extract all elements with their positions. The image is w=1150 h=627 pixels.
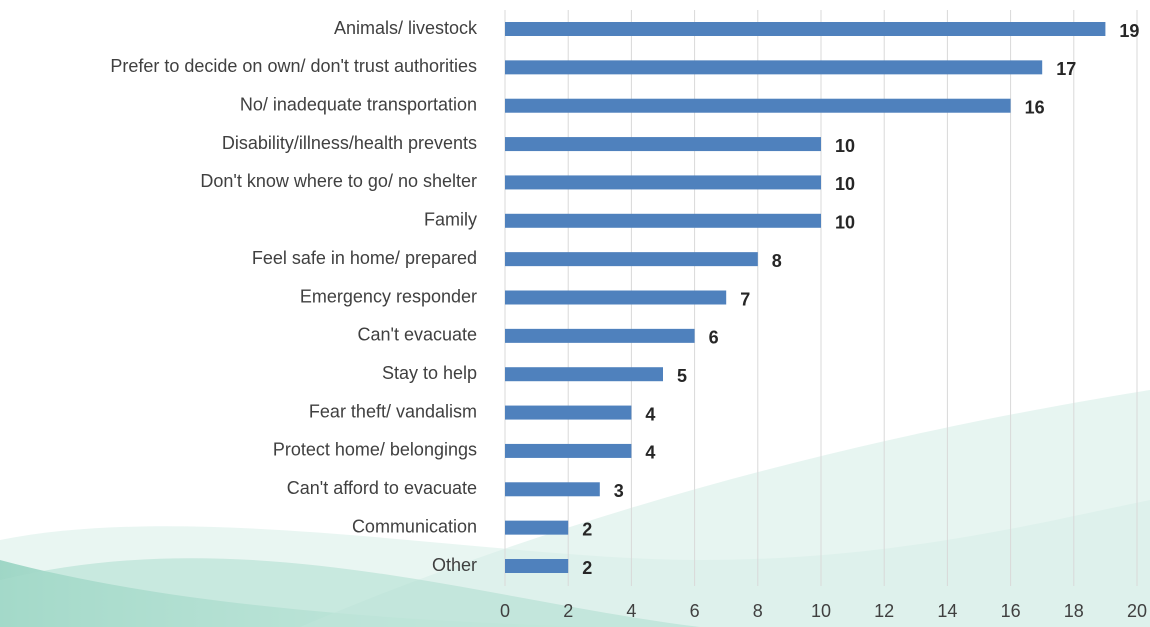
bar xyxy=(505,213,821,228)
x-tick-label: 18 xyxy=(1064,601,1084,621)
bar xyxy=(505,328,695,343)
y-tick-label: Protect home/ belongings xyxy=(273,440,477,460)
y-tick-label: Other xyxy=(432,555,477,575)
data-label: 2 xyxy=(582,519,592,539)
data-label: 17 xyxy=(1056,59,1076,79)
bar xyxy=(505,520,569,535)
bar xyxy=(505,482,600,497)
x-tick-label: 10 xyxy=(811,601,831,621)
bar xyxy=(505,252,758,267)
y-tick-label: Can't afford to evacuate xyxy=(287,478,477,498)
y-tick-label: Can't evacuate xyxy=(357,325,477,345)
data-label: 10 xyxy=(835,213,855,233)
bar xyxy=(505,367,663,382)
y-tick-label: Animals/ livestock xyxy=(334,18,478,38)
bar xyxy=(505,60,1043,75)
bar xyxy=(505,137,821,152)
y-tick-label: Family xyxy=(424,210,477,230)
data-label: 6 xyxy=(709,328,719,348)
bar xyxy=(505,22,1106,36)
y-tick-label: Emergency responder xyxy=(300,286,477,306)
data-label: 4 xyxy=(645,443,655,463)
bar xyxy=(505,405,632,420)
x-tick-label: 0 xyxy=(500,601,510,621)
y-tick-label: Don't know where to go/ no shelter xyxy=(200,171,477,191)
data-label: 8 xyxy=(772,251,782,271)
data-label: 5 xyxy=(677,366,687,386)
data-label: 3 xyxy=(614,481,624,501)
background-waves xyxy=(0,390,1150,627)
y-tick-label: Disability/illness/health prevents xyxy=(222,133,477,153)
bar xyxy=(505,290,727,305)
data-label: 10 xyxy=(835,136,855,156)
x-tick-label: 4 xyxy=(626,601,636,621)
y-tick-label: Prefer to decide on own/ don't trust aut… xyxy=(110,56,477,76)
y-tick-label: Fear theft/ vandalism xyxy=(309,401,477,421)
x-tick-label: 2 xyxy=(563,601,573,621)
y-tick-label: Stay to help xyxy=(382,363,477,383)
x-tick-label: 6 xyxy=(690,601,700,621)
x-tick-label: 16 xyxy=(1001,601,1021,621)
x-tick-label: 20 xyxy=(1127,601,1147,621)
data-label: 10 xyxy=(835,174,855,194)
x-tick-label: 14 xyxy=(937,601,957,621)
bar xyxy=(505,443,632,458)
x-tick-label: 12 xyxy=(874,601,894,621)
bar xyxy=(505,98,1011,113)
data-label: 7 xyxy=(740,289,750,309)
data-label: 4 xyxy=(645,404,655,424)
y-tick-label: No/ inadequate transportation xyxy=(240,94,477,114)
bar xyxy=(505,559,569,573)
data-label: 16 xyxy=(1025,97,1045,117)
y-tick-label: Feel safe in home/ prepared xyxy=(252,248,477,268)
data-label: 19 xyxy=(1119,21,1139,41)
bar xyxy=(505,175,821,190)
y-tick-label: Communication xyxy=(352,516,477,536)
x-tick-label: 8 xyxy=(753,601,763,621)
data-label: 2 xyxy=(582,558,592,578)
